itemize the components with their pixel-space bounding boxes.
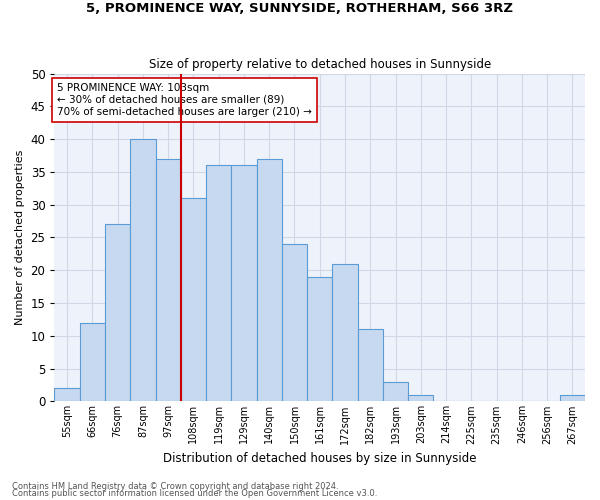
Bar [408, 395, 433, 402]
Bar [383, 382, 408, 402]
Title: Size of property relative to detached houses in Sunnyside: Size of property relative to detached ho… [149, 58, 491, 71]
Text: 5 PROMINENCE WAY: 103sqm
← 30% of detached houses are smaller (89)
70% of semi-d: 5 PROMINENCE WAY: 103sqm ← 30% of detach… [57, 84, 312, 116]
Bar [332, 264, 358, 402]
Bar [155, 159, 181, 402]
Bar [181, 198, 206, 402]
Bar [257, 159, 282, 402]
Bar [55, 388, 80, 402]
Bar [232, 166, 257, 402]
Bar [130, 139, 155, 402]
Bar [560, 395, 585, 402]
Bar [80, 322, 105, 402]
Bar [105, 224, 130, 402]
Bar [358, 330, 383, 402]
Y-axis label: Number of detached properties: Number of detached properties [15, 150, 25, 325]
Text: Contains public sector information licensed under the Open Government Licence v3: Contains public sector information licen… [12, 489, 377, 498]
X-axis label: Distribution of detached houses by size in Sunnyside: Distribution of detached houses by size … [163, 452, 476, 465]
Bar [206, 166, 232, 402]
Text: Contains HM Land Registry data © Crown copyright and database right 2024.: Contains HM Land Registry data © Crown c… [12, 482, 338, 491]
Bar [282, 244, 307, 402]
Text: 5, PROMINENCE WAY, SUNNYSIDE, ROTHERHAM, S66 3RZ: 5, PROMINENCE WAY, SUNNYSIDE, ROTHERHAM,… [86, 2, 514, 16]
Bar [307, 277, 332, 402]
